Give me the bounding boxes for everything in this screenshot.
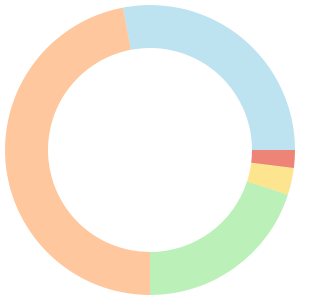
- donut-segment: [247, 162, 294, 195]
- donut-segment: [150, 181, 288, 295]
- donut-segment: [122, 5, 295, 151]
- donut-segment: [5, 7, 150, 295]
- donut-segment: [251, 150, 295, 169]
- chart: [5, 5, 295, 295]
